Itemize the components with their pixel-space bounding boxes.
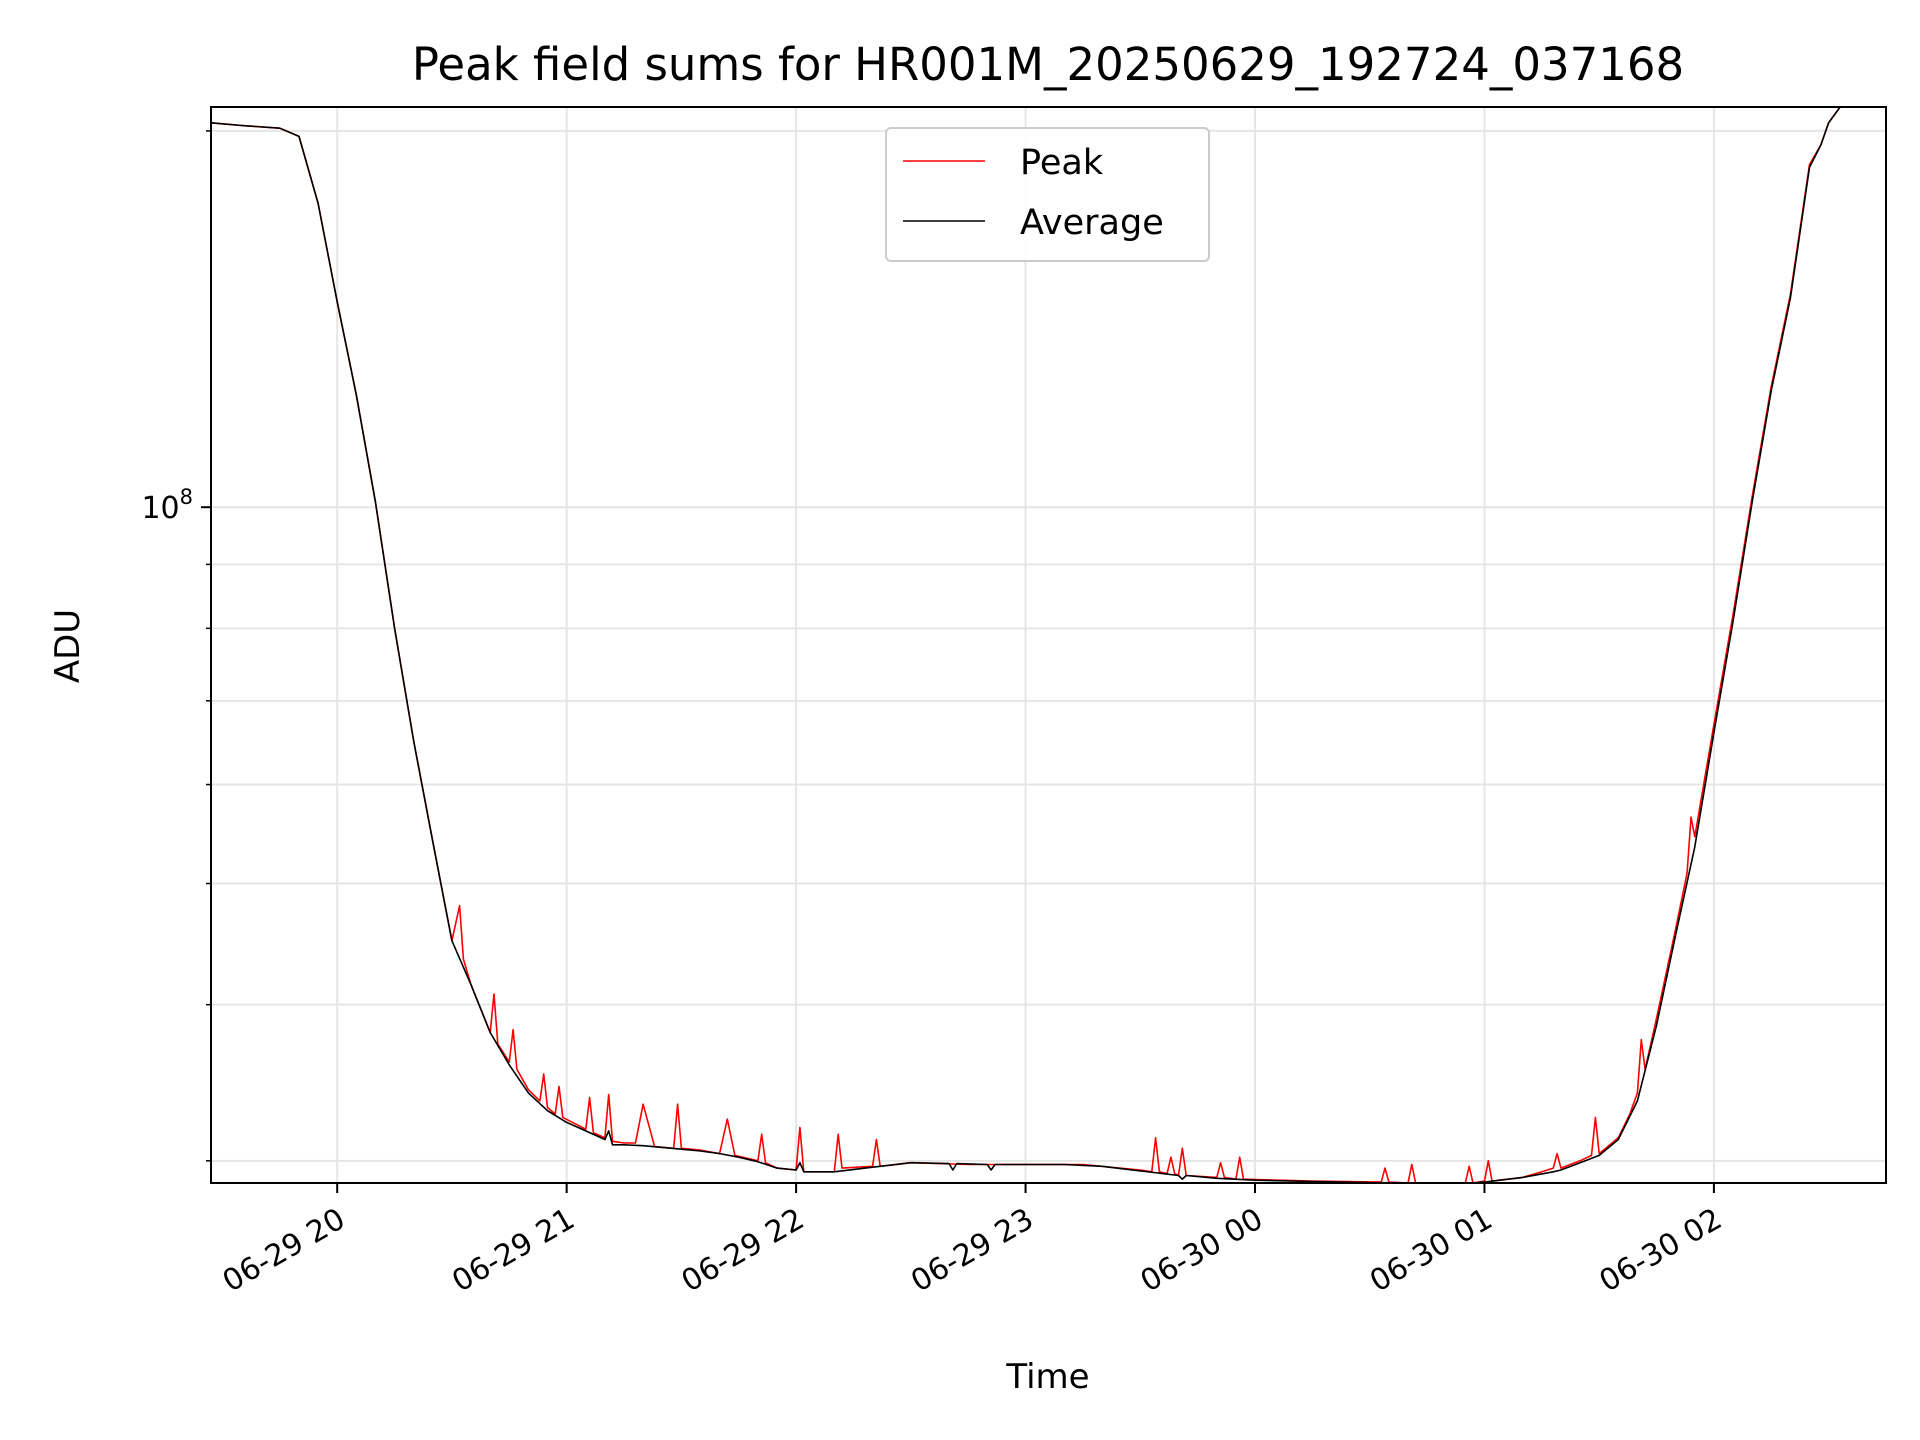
x-axis-label: Time <box>1005 1357 1089 1397</box>
legend: Peak Average <box>885 127 1210 262</box>
y-axis-ticks: 108 <box>141 130 211 1162</box>
legend-label-peak: Peak <box>1020 143 1104 183</box>
y-axis-label: ADU <box>48 609 88 683</box>
series-line-average <box>211 107 1841 1183</box>
series-layer <box>211 107 1841 1183</box>
plot-frame <box>210 106 1887 1184</box>
chart-title: Peak field sums for HR001M_20250629_1927… <box>412 38 1684 91</box>
legend-label-average: Average <box>1020 203 1164 243</box>
y-major-tick-label: 108 <box>141 485 193 526</box>
